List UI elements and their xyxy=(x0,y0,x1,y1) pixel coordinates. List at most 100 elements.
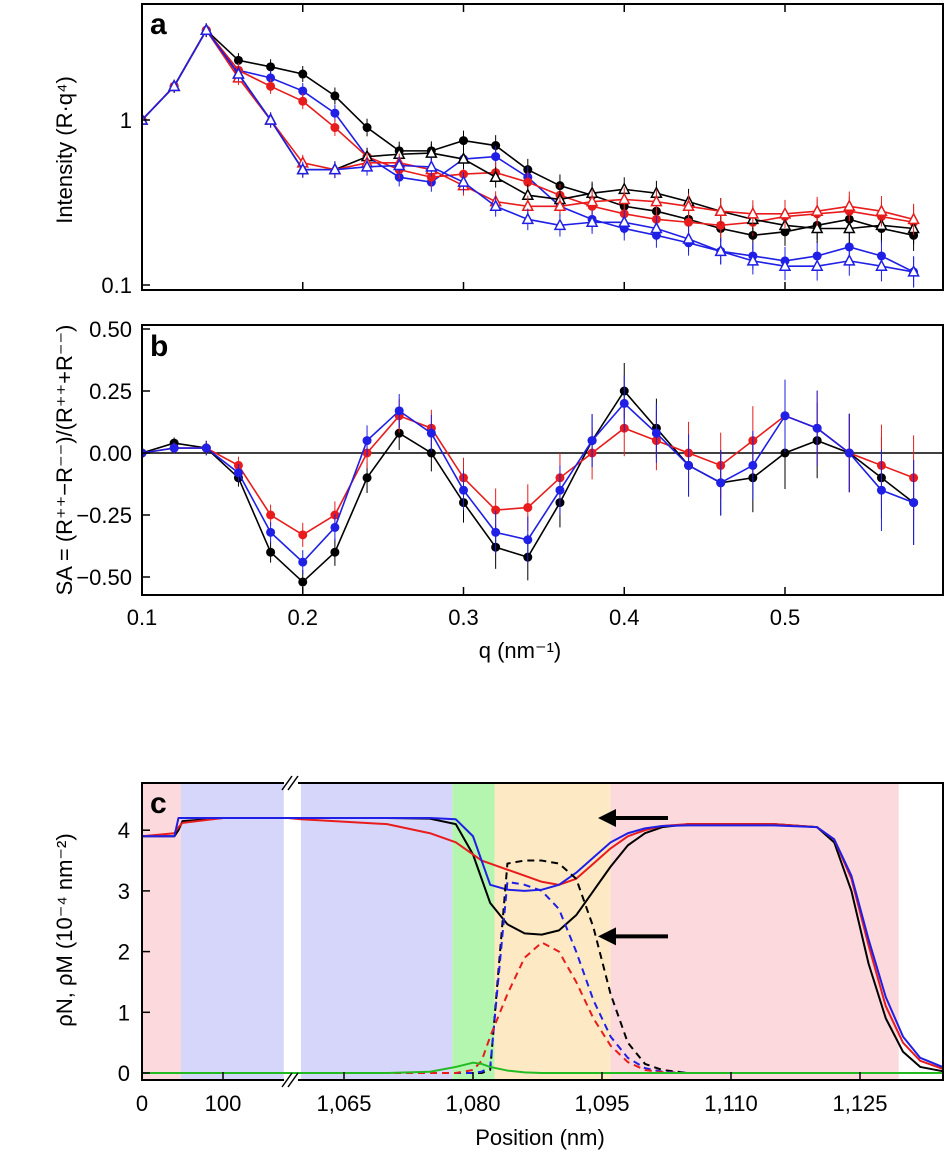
data-point xyxy=(875,259,888,271)
data-point xyxy=(200,23,213,35)
y-tick-label: 0.1 xyxy=(101,273,132,298)
data-point xyxy=(716,220,726,230)
x-tick-label: 1,065 xyxy=(316,1091,371,1116)
data-point xyxy=(714,244,727,257)
data-point xyxy=(459,136,468,146)
data-point xyxy=(330,108,340,118)
data-point xyxy=(233,468,243,478)
data-point xyxy=(909,498,919,508)
y-tick-label: 0 xyxy=(118,1061,130,1086)
data-point xyxy=(362,123,372,133)
data-point xyxy=(201,443,211,453)
data-point xyxy=(298,557,308,567)
data-point xyxy=(392,158,406,171)
data-point xyxy=(812,423,822,433)
axes-frame xyxy=(141,782,944,1081)
data-point xyxy=(843,253,856,266)
shaded-region xyxy=(180,783,284,1080)
data-point xyxy=(746,206,760,219)
arrow-left-icon xyxy=(598,809,616,828)
y-tick-label: 2 xyxy=(118,940,130,965)
data-point xyxy=(716,478,726,488)
nuclear-profile-line xyxy=(142,817,943,1068)
data-point xyxy=(264,112,277,125)
arrow-left-icon xyxy=(598,927,616,946)
data-point xyxy=(298,96,308,106)
data-point xyxy=(684,217,694,227)
panel-c-label: c xyxy=(150,787,167,820)
data-point xyxy=(714,204,727,216)
data-point xyxy=(266,510,276,520)
panel-b-xlabel: q (nm⁻¹) xyxy=(479,638,562,663)
data-point xyxy=(585,215,599,228)
data-point xyxy=(491,527,501,537)
data-point xyxy=(457,151,470,164)
data-point xyxy=(618,215,631,228)
data-point xyxy=(489,170,502,182)
axis-break-mark xyxy=(281,775,293,791)
x-tick-label: 0.2 xyxy=(287,605,318,630)
data-point xyxy=(489,199,502,212)
axis-break-mark xyxy=(281,1072,293,1088)
y-tick-label: 4 xyxy=(118,818,130,843)
data-point xyxy=(298,530,308,540)
data-point xyxy=(330,123,340,133)
data-point xyxy=(330,547,340,557)
data-point xyxy=(233,55,243,65)
data-point xyxy=(426,448,436,458)
data-point xyxy=(843,221,856,234)
data-point xyxy=(650,221,663,234)
data-point xyxy=(491,152,501,162)
nuclear-profile-line xyxy=(142,1061,943,1074)
data-point xyxy=(521,212,535,225)
data-point xyxy=(360,159,374,172)
data-point xyxy=(298,86,308,96)
data-point xyxy=(298,69,308,79)
data-point xyxy=(426,428,436,438)
data-point xyxy=(810,221,824,234)
x-tick-label: 0.1 xyxy=(127,605,158,630)
y-tick-label: 0.00 xyxy=(89,441,132,466)
shaded-region xyxy=(301,783,453,1080)
data-point xyxy=(266,547,276,557)
fit-line xyxy=(142,28,914,273)
panel-c: 0 1 2 3 4 0 100 1,065 1,080 1,095 1,110 1,125 xyxy=(118,775,944,1116)
data-point xyxy=(394,428,404,438)
x-tick-label: 1,110 xyxy=(704,1091,757,1116)
data-point xyxy=(491,505,501,515)
panel-a-ylabel: Intensity (R·q⁴) xyxy=(52,76,77,224)
data-point xyxy=(362,473,372,483)
x-tick-label: 0.4 xyxy=(609,605,640,630)
panel-b-label: b xyxy=(150,330,168,363)
data-point xyxy=(523,535,533,545)
data-point xyxy=(330,91,340,101)
panel-b: 0.50 0.25 0.00 −0.25 −0.50 0.1 0.2 0.3 0.4 0.5 xyxy=(76,317,944,630)
y-tick-label: −0.50 xyxy=(76,565,132,590)
panel-b-ylabel: SA = (R⁺⁺−R⁻⁻)/(R⁺⁺+R⁻⁻) xyxy=(52,325,77,596)
data-point xyxy=(748,460,758,470)
data-point xyxy=(844,448,854,458)
data-point xyxy=(232,66,245,79)
fit-line xyxy=(142,28,914,273)
y-tick-label: 1 xyxy=(118,1000,130,1025)
data-point xyxy=(778,206,792,219)
data-point xyxy=(778,259,792,271)
data-point xyxy=(618,192,631,205)
shaded-region xyxy=(142,783,181,1080)
axis-break-mark xyxy=(287,1072,299,1088)
y-tick-label: 0.25 xyxy=(89,379,132,404)
axis-break-mark xyxy=(287,775,299,791)
data-point xyxy=(810,259,824,271)
data-point xyxy=(875,204,888,216)
shaded-region xyxy=(610,783,899,1080)
data-point xyxy=(266,73,276,83)
data-point xyxy=(298,577,308,587)
axes-frame xyxy=(141,3,944,291)
data-point xyxy=(585,194,599,207)
data-point xyxy=(682,231,695,244)
data-point xyxy=(780,448,790,458)
data-point xyxy=(266,81,276,91)
data-point xyxy=(843,199,856,212)
data-point xyxy=(266,62,276,72)
panel-c-ylabel: ρN, ρM (10⁻⁴ nm⁻²) xyxy=(52,833,77,1026)
